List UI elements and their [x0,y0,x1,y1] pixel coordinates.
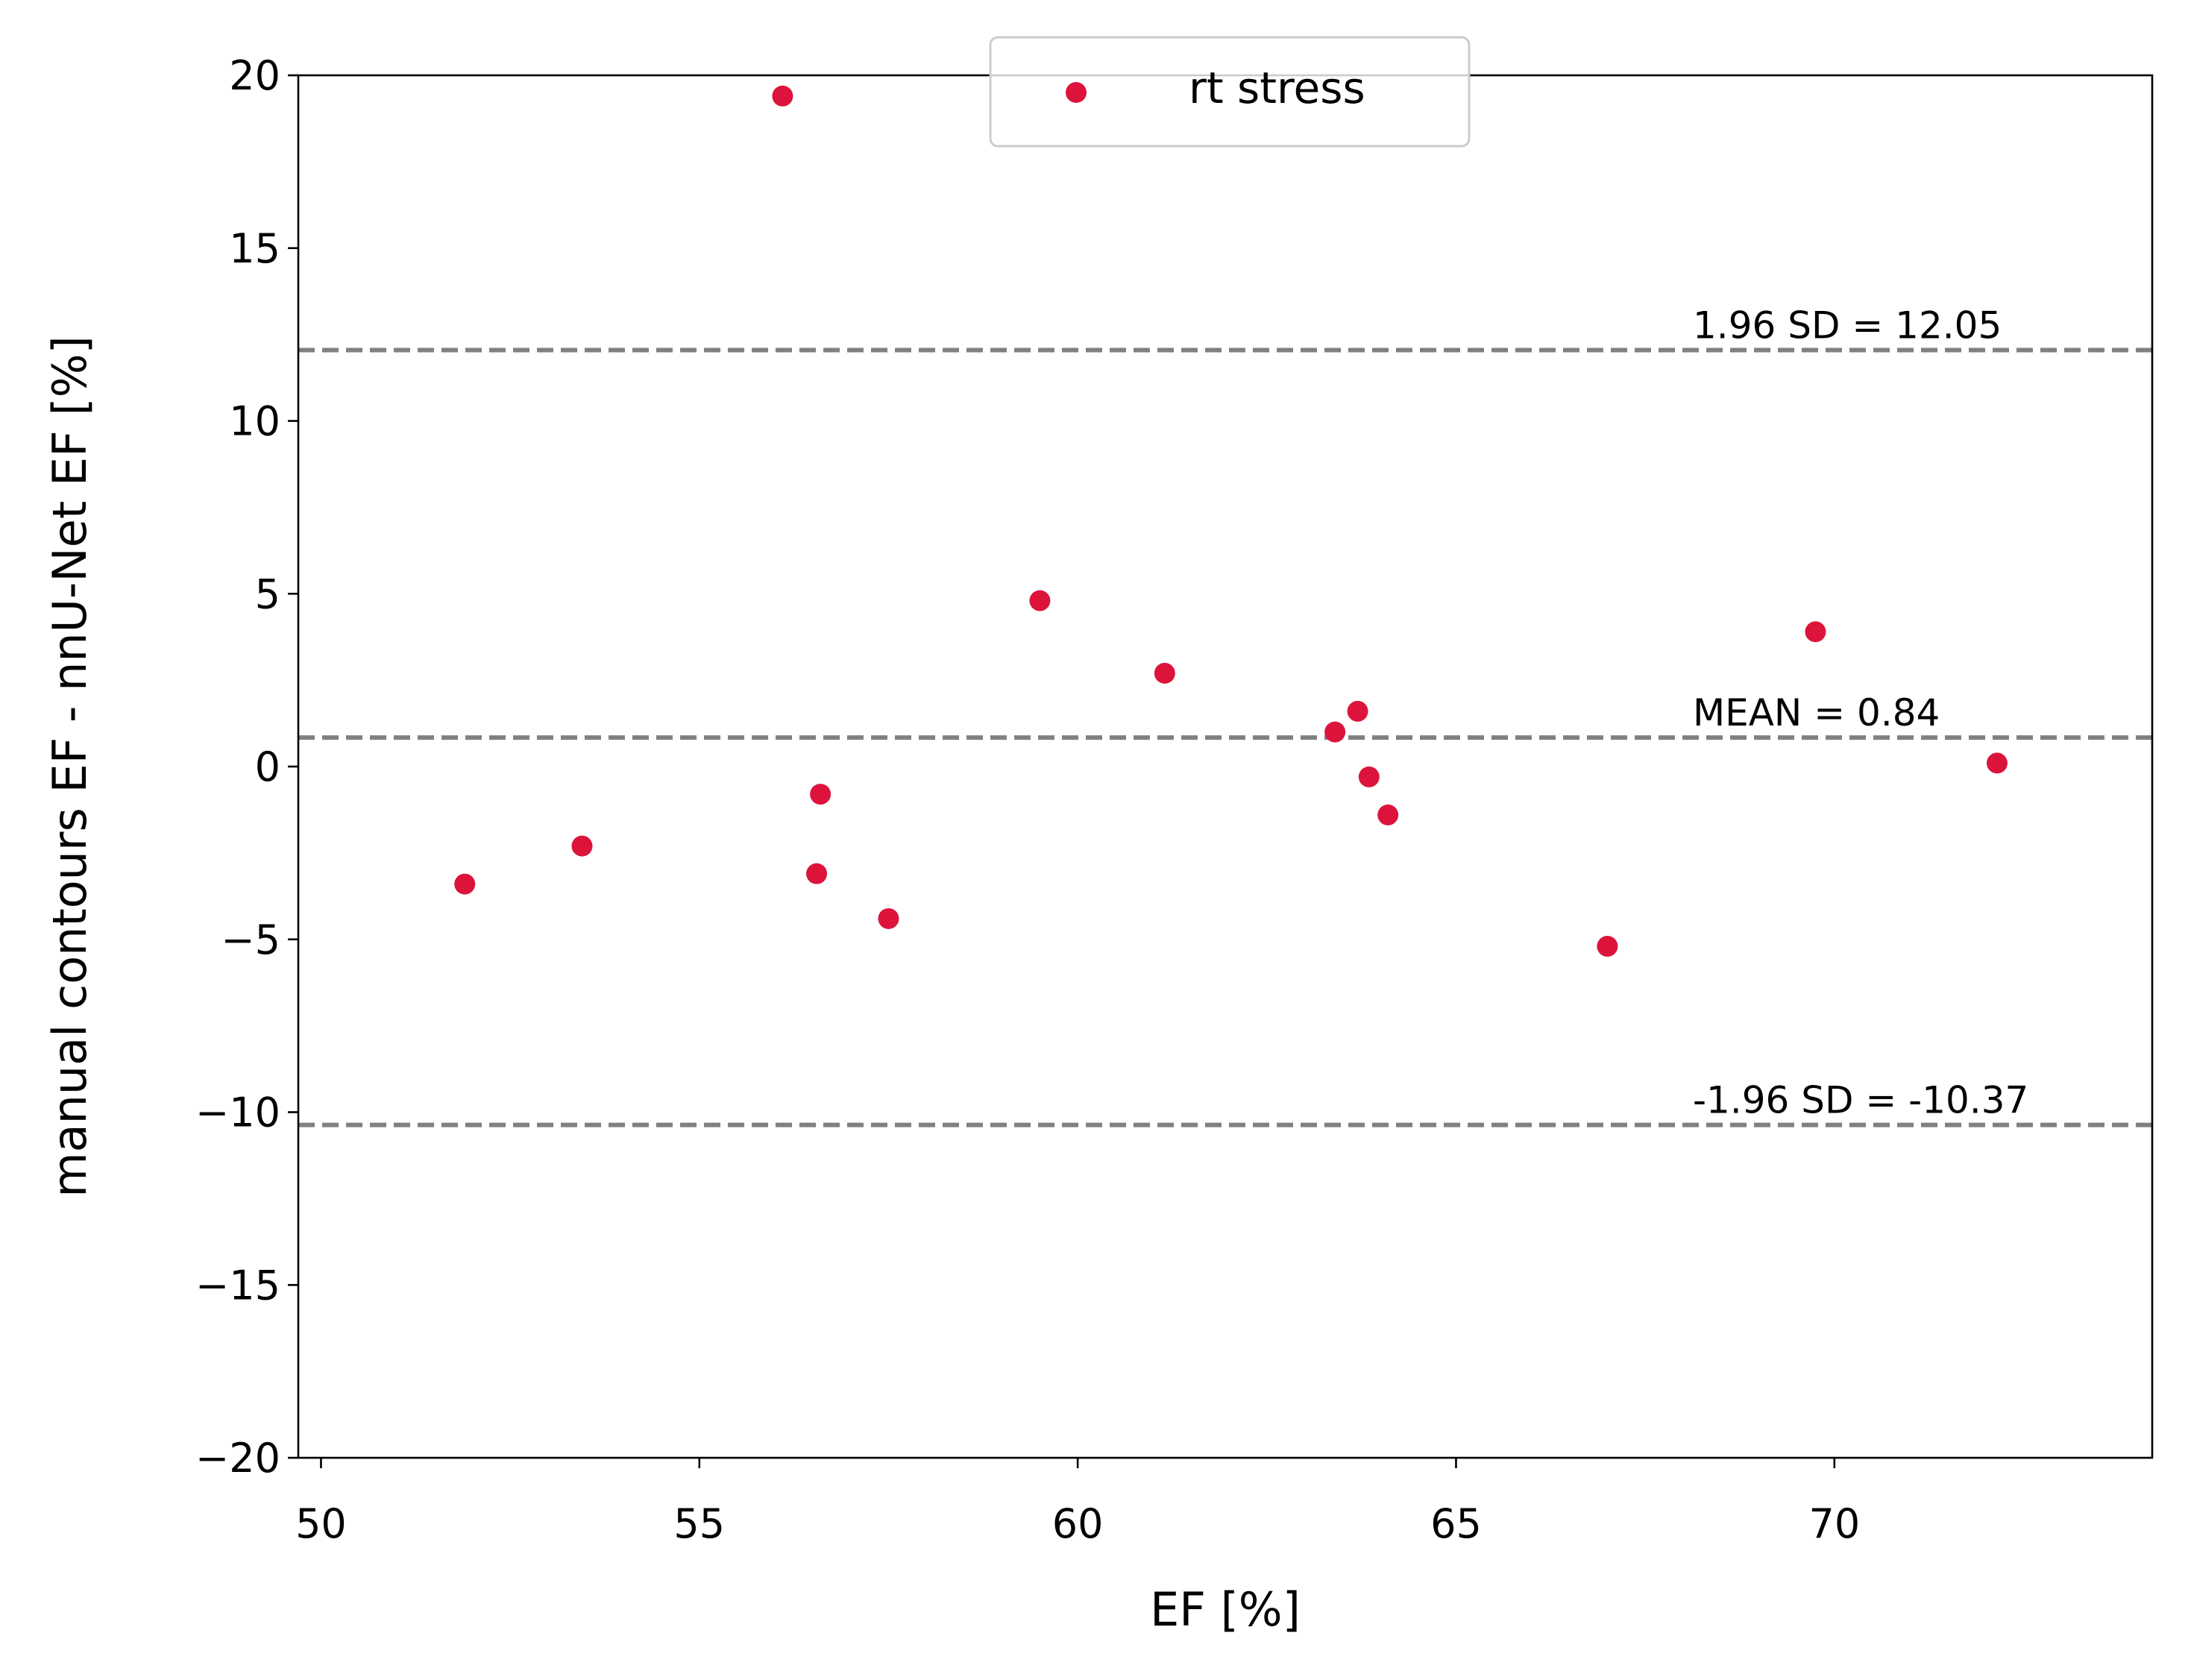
data-point-0-5 [878,907,899,929]
x-tick-label-4: 70 [1808,1500,1860,1547]
data-point-0-3 [806,863,828,884]
data-point-0-2 [772,85,793,107]
y-tick-label-6: 10 [229,398,280,445]
reference-lines: 1.96 SD = 12.05 MEAN = 0.84 -1.96 SD = -10… [298,303,2152,1127]
data-point-0-10 [1358,766,1380,787]
x-tick-label-1: 55 [673,1500,725,1547]
y-tick-label-3: −5 [221,916,280,963]
data-point-0-0 [454,873,476,895]
data-points [454,85,2008,957]
data-point-0-12 [1597,936,1618,957]
reference-line-label-2: -1.96 SD = -10.37 [1693,1079,2028,1122]
x-tick-label-3: 65 [1430,1500,1482,1547]
data-point-0-11 [1377,804,1399,825]
x-axis-ticks: 50 55 60 65 70 [295,1458,1860,1547]
data-point-0-6 [1029,590,1051,611]
y-axis-ticks: −20 −15 −10 −5 0 5 10 15 20 [195,52,298,1482]
y-tick-label-0: −20 [195,1435,280,1482]
data-point-0-9 [1347,700,1368,722]
y-tick-label-7: 15 [229,225,280,272]
data-point-0-1 [571,835,593,857]
data-point-0-4 [810,784,831,805]
data-point-0-8 [1324,721,1346,743]
reference-line-label-0: 1.96 SD = 12.05 [1693,303,2002,347]
y-tick-label-1: −15 [195,1262,280,1309]
reference-line-label-1: MEAN = 0.84 [1693,691,1940,734]
legend-frame [989,36,1471,148]
y-tick-label-5: 5 [255,570,280,617]
legend: rt stress [989,36,1471,148]
data-point-0-13 [1805,621,1826,643]
y-tick-label-8: 20 [229,52,280,99]
legend-marker-rt-stress [1066,82,1087,103]
y-axis-label: manual contours EF - nnU-Net EF [%] [43,336,97,1198]
legend-label-rt-stress: rt stress [1189,63,1365,113]
x-tick-label-0: 50 [295,1500,347,1547]
x-tick-label-2: 60 [1052,1500,1104,1547]
y-tick-label-4: 0 [255,743,280,790]
data-point-0-7 [1154,662,1175,684]
data-point-0-14 [1986,752,2008,774]
y-tick-label-2: −10 [195,1089,280,1136]
x-axis-label: EF [%] [1150,1582,1301,1637]
